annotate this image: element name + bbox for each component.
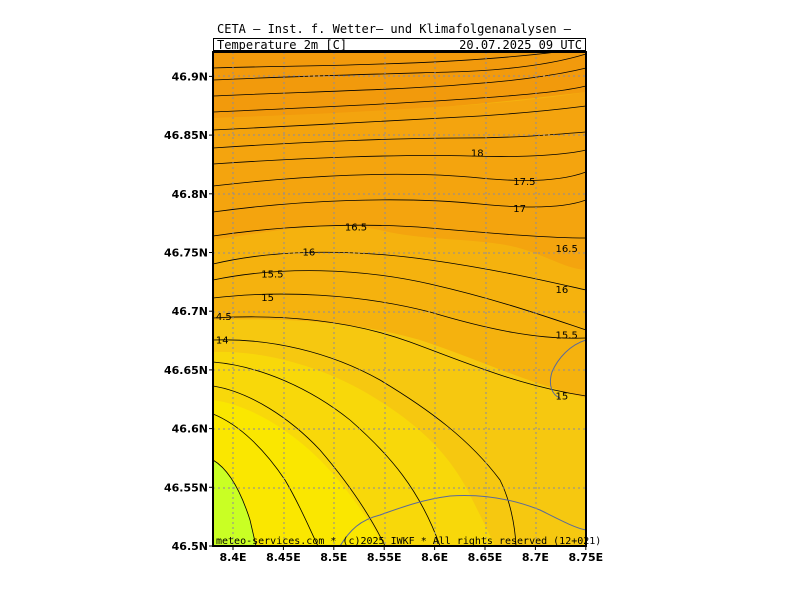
contour-label: 16 [303, 247, 316, 258]
contour-label: 15 [261, 293, 274, 304]
band-bright-yellow [213, 400, 385, 546]
field-name: Temperature_2m_[C] [217, 38, 348, 52]
contour-label: 17.5 [513, 177, 535, 188]
contour-label: 16.5 [556, 244, 578, 255]
y-tick-label: 46.5N [172, 540, 208, 553]
contour-label: 16.5 [345, 223, 367, 234]
subtitle-box: Temperature_2m_[C] 20.07.2025 09 UTC [213, 38, 586, 52]
x-tick-label: 8.5E [320, 551, 347, 564]
footer-credit: meteo-services.com * (c)2025 IWKF * All … [216, 536, 601, 547]
contour-label: 15 [556, 392, 569, 403]
y-tick-label: 46.85N [164, 129, 208, 142]
contour-label: 17 [513, 204, 526, 215]
contour-label: 14 [216, 335, 229, 346]
borders [339, 339, 586, 546]
y-tick-label: 46.6N [172, 423, 208, 436]
valid-time: 20.07.2025 09 UTC [459, 38, 582, 52]
contour-label: 15.5 [556, 331, 578, 342]
y-tick-label: 46.7N [172, 305, 208, 318]
y-tick-label: 46.75N [164, 247, 208, 260]
x-tick-label: 8.65E [468, 551, 503, 564]
x-tick-label: 8.75E [568, 551, 603, 564]
x-axis: 8.4E 8.45E 8.5E 8.55E 8.6E 8.65E 8.7E 8.75E [219, 546, 603, 564]
contour-label: 4.5 [216, 312, 232, 323]
chart-title: CETA — Inst. f. Wetter— und Klimafolgena… [217, 22, 572, 36]
y-tick-label: 46.9N [172, 70, 208, 83]
contour-label: 15.5 [261, 270, 283, 281]
x-tick-label: 8.4E [219, 551, 246, 564]
contour-label: 18 [471, 149, 484, 160]
contour-label: 16 [556, 285, 569, 296]
x-tick-label: 8.6E [421, 551, 448, 564]
grid [213, 52, 586, 546]
y-tick-label: 46.55N [164, 481, 208, 494]
plot-frame [212, 51, 587, 547]
y-tick-label: 46.65N [164, 364, 208, 377]
x-tick-label: 8.45E [266, 551, 301, 564]
contour-labels: 18 17.5 17 16.5 16.5 16 16 15.5 15.5 15 15 4.5 14 [216, 149, 578, 403]
band-orange-mid [213, 92, 586, 270]
y-axis: 46.5N 46.55N 46.6N 46.65N 46.7N 46.75N 46.8N 46… [164, 70, 213, 553]
temperature-field [213, 52, 586, 546]
y-tick-label: 46.8N [172, 188, 208, 201]
x-tick-label: 8.7E [522, 551, 549, 564]
band-lime [213, 460, 256, 546]
x-tick-label: 8.55E [367, 551, 402, 564]
band-orange-top [213, 52, 586, 118]
